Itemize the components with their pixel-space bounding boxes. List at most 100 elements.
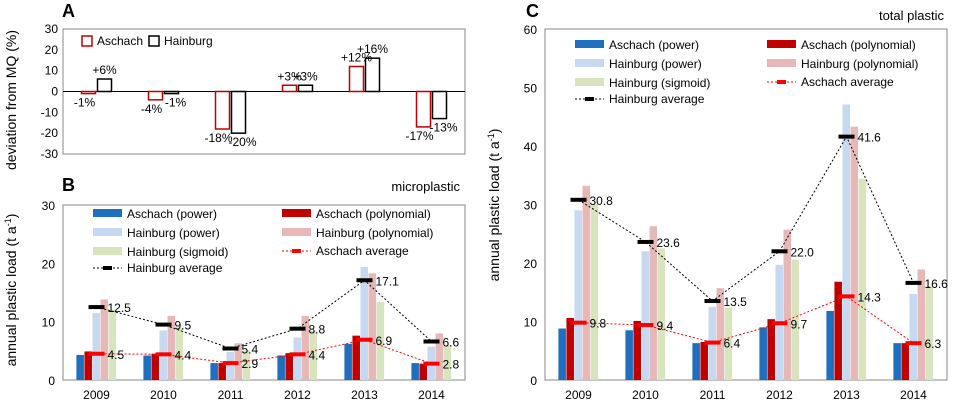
legend-label-b-aschach-avg: Aschach average — [316, 244, 409, 258]
bar-aschach-polynomial-2010 — [151, 353, 159, 380]
y-tick-label: 30 — [45, 22, 59, 36]
y-tick-label: 50 — [524, 82, 538, 96]
bar-hainburg-polynomial-2009 — [582, 185, 591, 380]
avg-label-aschach: 4.4 — [309, 348, 326, 362]
avg-marker-aschach — [771, 321, 788, 326]
legend-marker-b-aschach-avg — [292, 249, 301, 253]
bar-hainburg-sigmoid-2010 — [657, 248, 666, 380]
avg-label-hainburg: 22.0 — [791, 245, 815, 259]
legend-label-b-aschach-poly: Aschach (polynomial) — [316, 207, 431, 221]
avg-marker-aschach — [838, 294, 855, 299]
avg-marker-hainburg — [838, 134, 855, 139]
avg-marker-hainburg — [704, 299, 721, 304]
legend-label-b-aschach-power: Aschach (power) — [127, 207, 217, 221]
avg-label-hainburg: 30.8 — [590, 194, 614, 208]
panel-b-title: microplastic — [391, 179, 460, 194]
bar-hainburg-polynomial-2012 — [301, 315, 310, 380]
bar-aschach-power-2013 — [344, 343, 352, 380]
avg-marker-aschach — [704, 340, 721, 345]
data-label-hainburg-2009: +6% — [92, 63, 117, 77]
bar-aschach-polynomial-2011 — [218, 363, 226, 380]
bar-hainburg-2010 — [163, 90, 180, 95]
bar-aschach-2014 — [415, 90, 432, 128]
panel-c-label: C — [526, 1, 539, 21]
bar-hainburg-sigmoid-2012 — [791, 259, 800, 380]
bar-aschach-polynomial-2014 — [419, 363, 427, 380]
bar-aschach-power-2009 — [76, 354, 84, 380]
avg-label-hainburg: 12.5 — [108, 301, 132, 315]
x-tick-label: 2010 — [632, 388, 659, 402]
legend-label-b-hainburg-poly: Hainburg (polynomial) — [316, 226, 433, 240]
bar-hainburg-sigmoid-2013 — [858, 178, 867, 380]
avg-marker-aschach — [155, 352, 172, 357]
data-label-aschach-2010: -4% — [141, 102, 163, 116]
legend-swatch-b-aschach-poly — [282, 209, 311, 217]
bar-aschach-power-2012 — [277, 355, 285, 380]
legend-label-b-hainburg-power: Hainburg (power) — [127, 226, 220, 240]
panel-c-y-ticks: 0 10 20 30 40 50 60 — [524, 23, 538, 388]
avg-label-hainburg: 16.6 — [925, 277, 949, 291]
avg-label-aschach: 9.7 — [791, 317, 808, 331]
y-tick-label: 20 — [42, 257, 56, 271]
x-tick-label: 2013 — [351, 388, 378, 402]
y-tick-label: 10 — [524, 316, 538, 330]
data-label-aschach-2009: -1% — [74, 96, 96, 110]
avg-marker-hainburg — [570, 197, 587, 202]
bar-hainburg-polynomial-2014 — [917, 269, 926, 380]
panel-b: B microplastic annual plastic load (t a-… — [3, 175, 466, 402]
legend-marker-c-hainburg-avg — [585, 97, 594, 101]
bar-hainburg-polynomial-2014 — [435, 333, 444, 380]
panel-b-frame — [62, 204, 466, 381]
x-tick-label: 2014 — [418, 388, 445, 402]
y-tick-label: 10 — [42, 316, 56, 330]
bar-hainburg-power-2013 — [360, 266, 369, 380]
bar-hainburg-sigmoid-2009 — [108, 310, 117, 380]
bar-hainburg-sigmoid-2012 — [309, 331, 318, 380]
data-label-hainburg-2012: +3% — [293, 69, 318, 83]
legend-swatch-b-hainburg-sigmoid — [93, 247, 122, 255]
avg-marker-aschach — [88, 351, 105, 356]
legend-swatch-hainburg — [148, 35, 160, 47]
bar-aschach-power-2014 — [411, 363, 419, 380]
panel-c-y-axis-title: annual plastic load (t a-1) — [486, 129, 502, 282]
y-tick-label: -20 — [41, 126, 59, 140]
avg-label-hainburg: 5.4 — [242, 343, 259, 357]
data-label-aschach-2013: +12% — [341, 51, 372, 65]
avg-line-hainburg — [96, 279, 432, 350]
bar-hainburg-sigmoid-2011 — [242, 350, 251, 380]
avg-label-aschach: 14.3 — [858, 290, 882, 304]
legend-label-c-aschach-avg: Aschach average — [801, 75, 894, 89]
data-label-hainburg-2010: -1% — [165, 96, 187, 110]
bar-aschach-power-2012 — [759, 327, 767, 380]
bar-hainburg-sigmoid-2011 — [724, 307, 733, 380]
bar-hainburg-polynomial-2012 — [783, 229, 792, 380]
legend-swatch-c-hainburg-power — [575, 59, 604, 67]
bar-aschach-polynomial-2013 — [834, 281, 842, 380]
avg-marker-aschach — [570, 320, 587, 325]
legend-label-c-hainburg-poly: Hainburg (polynomial) — [801, 57, 918, 71]
data-label-hainburg-2014: -13% — [429, 121, 457, 135]
bar-aschach-polynomial-2012 — [767, 319, 775, 380]
data-label-hainburg-2011: -20% — [228, 135, 256, 149]
panel-c-marks: 2009 2010 2011 2012 2013 2014 9.8 9.4 6.4 9.7 14.3… — [558, 104, 948, 402]
avg-marker-aschach — [289, 352, 306, 357]
bar-hainburg-2009 — [96, 78, 113, 93]
avg-marker-aschach — [423, 361, 440, 366]
bar-aschach-power-2010 — [143, 355, 151, 380]
avg-label-hainburg: 6.6 — [443, 336, 460, 350]
x-tick-label: 2013 — [833, 388, 860, 402]
y-tick-label: 10 — [45, 64, 59, 78]
bar-aschach-2011 — [214, 90, 231, 130]
legend-label-c-hainburg-power: Hainburg (power) — [609, 57, 702, 71]
y-tick-label: -10 — [41, 105, 59, 119]
bar-aschach-polynomial-2010 — [633, 320, 641, 380]
avg-label-aschach: 2.8 — [443, 358, 460, 372]
avg-label-hainburg: 8.8 — [309, 323, 326, 337]
avg-label-hainburg: 41.6 — [858, 131, 882, 145]
x-tick-label: 2012 — [284, 388, 311, 402]
bar-aschach-power-2011 — [210, 363, 218, 380]
bar-hainburg-polynomial-2010 — [649, 226, 658, 380]
avg-marker-hainburg — [771, 249, 788, 254]
avg-label-aschach: 6.3 — [925, 337, 942, 351]
panel-b-marks: 2009 2010 2011 2012 2013 2014 4.5 4.4 2.9 4.4 6.9 2… — [76, 266, 460, 402]
